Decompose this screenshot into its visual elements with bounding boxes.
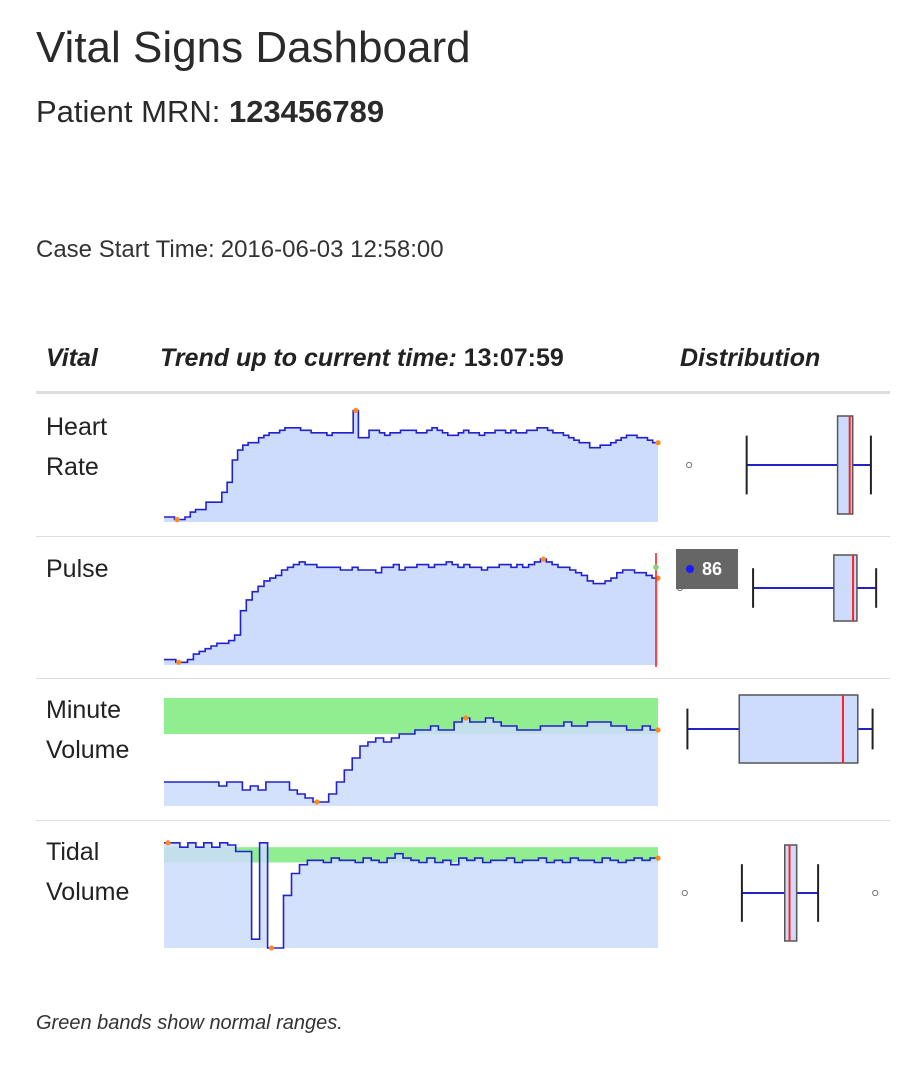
trend-chart-heart-rate[interactable] xyxy=(164,400,661,530)
column-header-vital: Vital xyxy=(46,344,98,372)
case-start-time: Case Start Time: 2016-06-03 12:58:00 xyxy=(36,236,444,264)
interquartile-box xyxy=(738,694,859,764)
trend-chart-pulse[interactable] xyxy=(164,543,661,673)
series-dot-icon xyxy=(686,565,694,573)
header-divider xyxy=(36,391,890,394)
hover-tooltip: 86 xyxy=(676,549,738,589)
trend-line xyxy=(164,558,658,664)
trend-line xyxy=(164,409,658,521)
cursor-point xyxy=(653,564,659,571)
row-divider xyxy=(36,536,890,537)
patient-mrn: Patient MRN: 123456789 xyxy=(36,92,384,132)
mrn-value: 123456789 xyxy=(228,94,385,129)
trend-area xyxy=(164,718,658,806)
distribution-boxplot-minute-volume[interactable] xyxy=(670,684,890,774)
normal-range-band xyxy=(164,847,658,863)
vital-name-line1: Pulse xyxy=(46,555,109,583)
distribution-boxplot-tidal-volume[interactable] xyxy=(670,830,890,950)
min-marker xyxy=(314,799,320,805)
vital-name-minute-volume: Minute Volume xyxy=(46,690,129,770)
current-time: 13:07:59 xyxy=(463,344,564,372)
outlier-point xyxy=(681,889,688,897)
min-marker xyxy=(174,516,180,523)
trend-area xyxy=(164,842,658,948)
max-marker xyxy=(540,556,546,562)
vital-name-line1: Minute xyxy=(46,696,122,724)
vital-name-pulse: Pulse xyxy=(46,549,109,589)
normal-range-footnote: Green bands show normal ranges. xyxy=(36,1012,343,1034)
last-value-marker xyxy=(655,855,661,861)
row-divider xyxy=(36,678,890,679)
distribution-boxplot-heart-rate[interactable] xyxy=(670,405,890,525)
case-start-value: 2016-06-03 12:58:00 xyxy=(220,236,444,263)
outlier-point xyxy=(872,889,879,897)
vital-name-line1: Heart xyxy=(46,413,108,441)
trend-header-label: Trend up to current time: xyxy=(160,344,464,372)
vital-name-line2: Rate xyxy=(46,453,99,481)
trend-chart-tidal-volume[interactable] xyxy=(164,826,661,956)
max-marker xyxy=(353,407,359,414)
case-start-label: Case Start Time: xyxy=(36,236,215,263)
trend-line xyxy=(164,717,658,803)
vital-name-heart-rate: Heart Rate xyxy=(46,407,107,487)
max-marker xyxy=(165,840,171,846)
trend-area xyxy=(164,410,658,522)
page-title: Vital Signs Dashboard xyxy=(36,23,471,72)
last-value-marker xyxy=(655,440,661,446)
min-marker xyxy=(176,659,182,665)
min-marker xyxy=(268,945,275,951)
trend-line xyxy=(164,842,658,949)
vital-name-tidal-volume: Tidal Volume xyxy=(46,832,129,912)
mrn-label: Patient MRN: xyxy=(36,94,229,129)
tooltip-value: 86 xyxy=(702,558,723,579)
row-divider xyxy=(36,820,890,821)
column-header-trend: Trend up to current time: 13:07:59 xyxy=(160,344,564,373)
trend-area xyxy=(164,559,658,665)
trend-chart-minute-volume[interactable] xyxy=(164,684,661,814)
interquartile-box xyxy=(784,844,798,942)
interquartile-box xyxy=(833,554,858,622)
column-header-distribution: Distribution xyxy=(680,344,821,372)
vital-name-line2: Volume xyxy=(46,736,130,764)
last-value-marker xyxy=(655,727,661,733)
max-marker xyxy=(463,715,469,721)
vital-name-line2: Volume xyxy=(46,878,130,906)
outlier-point xyxy=(685,461,693,469)
vital-name-line1: Tidal xyxy=(46,838,100,866)
